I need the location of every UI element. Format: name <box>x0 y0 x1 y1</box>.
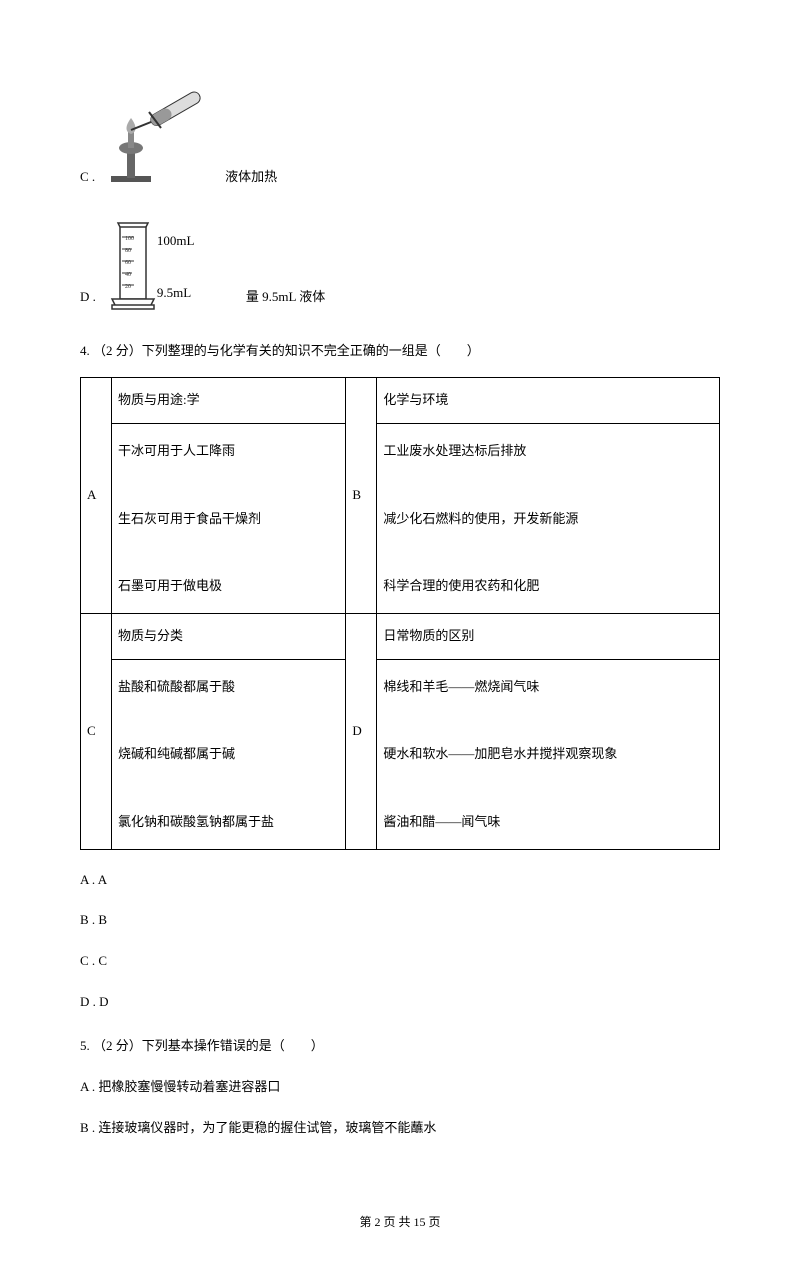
q4-cell-A-label: A <box>81 378 112 614</box>
q4-cell-C-body: 盐酸和硫酸都属于酸 烧碱和纯碱都属于碱 氯化钠和碳酸氢钠都属于盐 <box>112 659 346 849</box>
svg-text:60: 60 <box>125 260 131 266</box>
option-d-caption: 量 9.5mL 液体 <box>246 285 325 314</box>
q4-cell-A-body: 干冰可用于人工降雨 生石灰可用于食品干燥剂 石墨可用于做电极 <box>112 424 346 614</box>
q4-cell-D-body: 棉线和羊毛——燃烧闻气味 硬水和软水——加肥皂水并搅拌观察现象 酱油和醋——闻气… <box>377 659 720 849</box>
q4-table: A 物质与用途:学 B 化学与环境 干冰可用于人工降雨 生石灰可用于食品干燥剂 … <box>80 377 720 849</box>
option-c-row: C . 液体 <box>80 90 720 194</box>
q4-cell-C-head: 物质与分类 <box>112 614 346 660</box>
q4-ans-A: A . A <box>80 868 720 893</box>
q4-cell-B-label: B <box>346 378 377 614</box>
svg-text:40: 40 <box>125 272 131 278</box>
option-c-caption: 液体加热 <box>225 165 277 194</box>
option-d-row: D . 100 80 60 40 20 <box>80 219 720 314</box>
q4-cell-C-label: C <box>81 614 112 850</box>
q4-ans-B: B . B <box>80 908 720 933</box>
cylinder-illustration: 100 80 60 40 20 100mL 9.5mL <box>102 219 232 314</box>
q5-answers: A . 把橡胶塞慢慢转动着塞进容器口 B . 连接玻璃仪器时，为了能更稳的握住试… <box>80 1075 720 1140</box>
page-container: C . 液体 <box>0 0 800 1273</box>
q4-cell-D-head: 日常物质的区别 <box>377 614 720 660</box>
q5-opt-A: A . 把橡胶塞慢慢转动着塞进容器口 <box>80 1075 720 1100</box>
cylinder-label-9-5: 9.5mL <box>157 281 191 306</box>
svg-text:20: 20 <box>125 284 131 290</box>
q4-cell-B-head: 化学与环境 <box>377 378 720 424</box>
q4-cell-A-head: 物质与用途:学 <box>112 378 346 424</box>
q4-stem: 4. （2 分）下列整理的与化学有关的知识不完全正确的一组是（ ） <box>80 339 720 364</box>
q4-cell-D-label: D <box>346 614 377 850</box>
cylinder-label-100: 100mL <box>157 229 195 254</box>
page-footer: 第 2 页 共 15 页 <box>80 1211 720 1234</box>
option-c-letter: C . <box>80 165 95 194</box>
svg-text:80: 80 <box>125 248 131 254</box>
option-d-letter: D . <box>80 285 96 314</box>
svg-text:100: 100 <box>125 236 134 242</box>
q5-stem: 5. （2 分）下列基本操作错误的是（ ） <box>80 1034 720 1059</box>
q4-ans-D: D . D <box>80 990 720 1015</box>
q4-answers: A . A B . B C . C D . D <box>80 868 720 1015</box>
q4-cell-B-body: 工业废水处理达标后排放 减少化石燃料的使用，开发新能源 科学合理的使用农药和化肥 <box>377 424 720 614</box>
burner-illustration <box>101 90 211 194</box>
q4-ans-C: C . C <box>80 949 720 974</box>
q5-opt-B: B . 连接玻璃仪器时，为了能更稳的握住试管，玻璃管不能蘸水 <box>80 1116 720 1141</box>
